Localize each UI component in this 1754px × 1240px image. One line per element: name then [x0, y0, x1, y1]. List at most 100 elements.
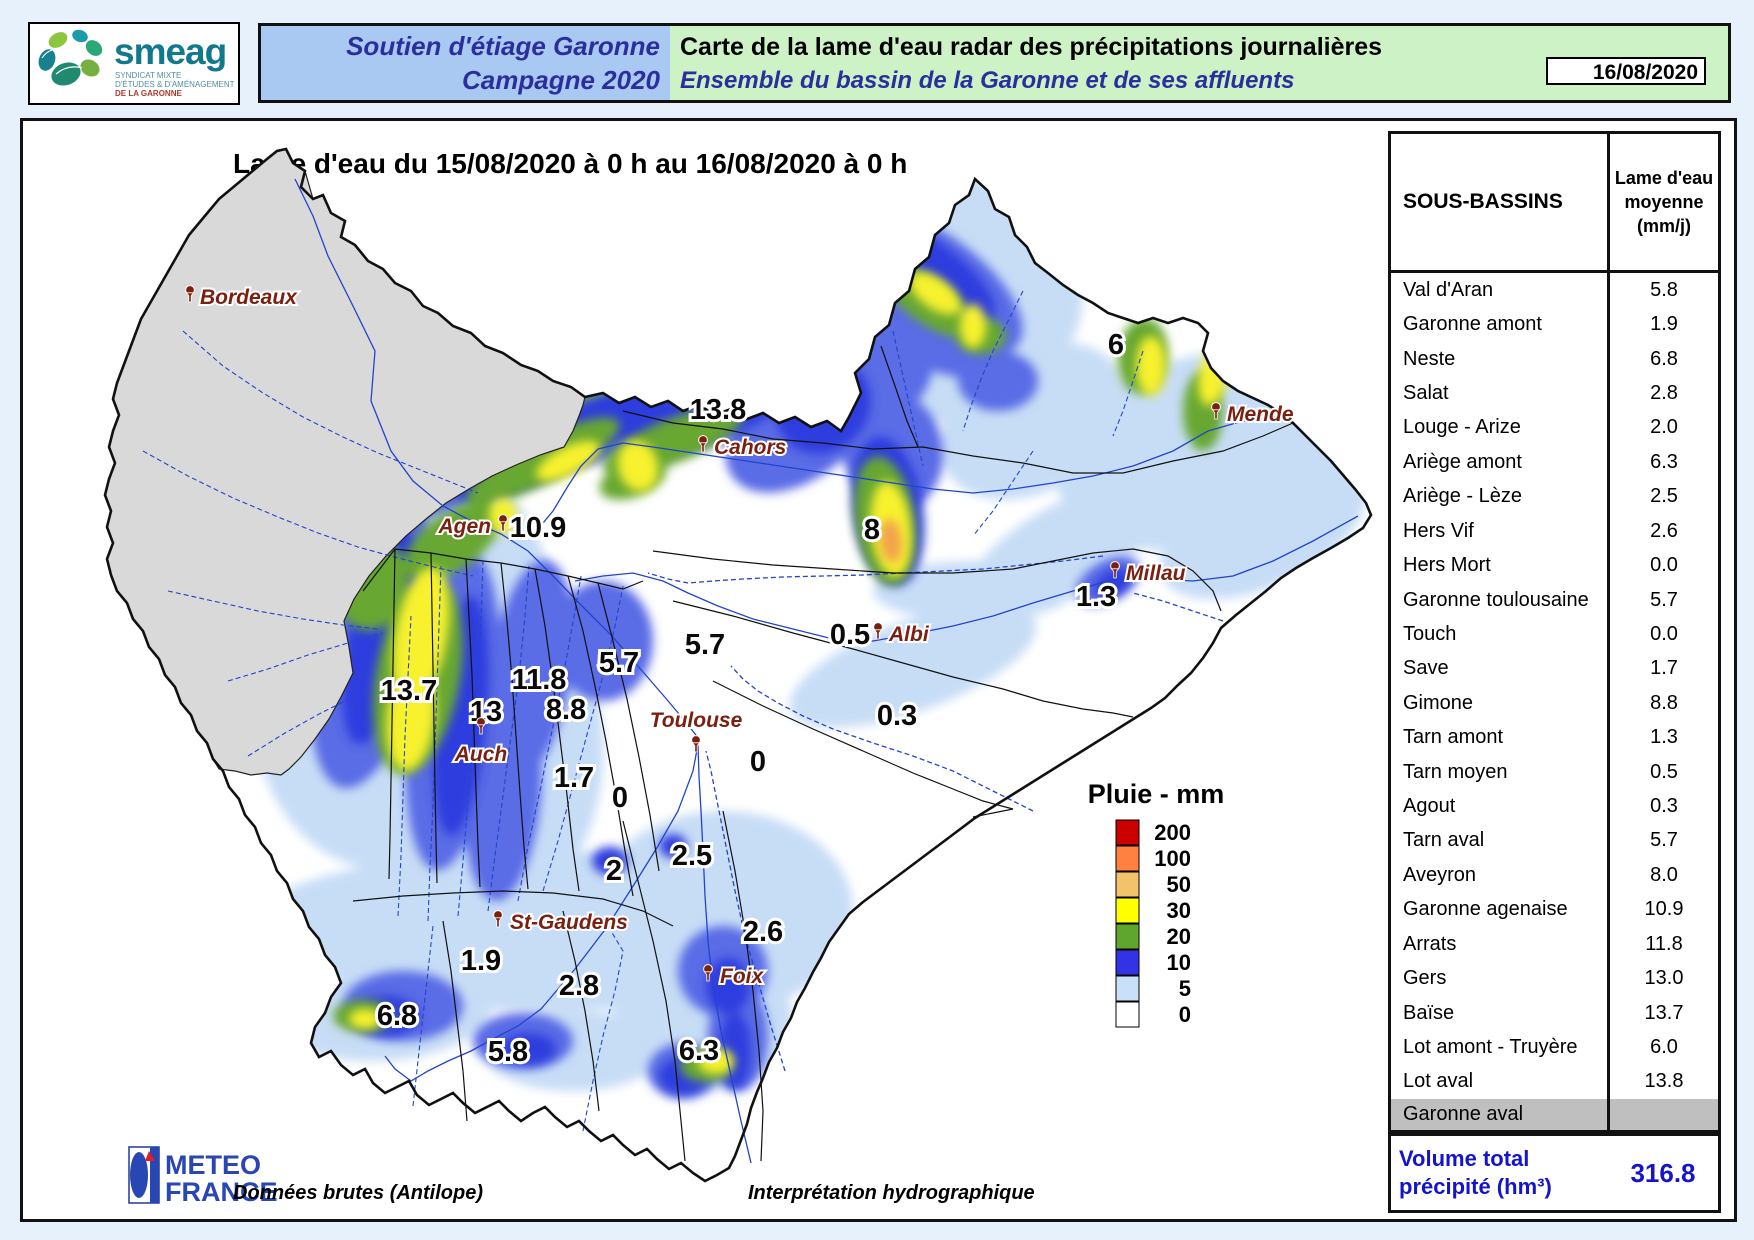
subbasin-value: 5.8 [1650, 278, 1678, 301]
table-row[interactable]: Louge - Arize 2.0 [1391, 410, 1718, 446]
table-row[interactable]: Gers 13.0 [1391, 961, 1718, 996]
total-volume-label: Volume total précipité (hm³) [1391, 1145, 1608, 1201]
table-row[interactable]: Lot amont - Truyère 6.0 [1391, 1030, 1718, 1065]
subbasin-value: 6.0 [1650, 1035, 1678, 1058]
header-right-cell: Carte de la lame d'eau radar des précipi… [670, 26, 1728, 100]
table-row[interactable]: Touch 0.0 [1391, 617, 1718, 652]
subbasin-value: 13.0 [1644, 967, 1684, 990]
legend-swatch-30 [1115, 897, 1140, 924]
col-header-lame-eau: Lame d'eau moyenne (mm/j) [1610, 134, 1718, 270]
subbasin-value: 5.7 [1650, 588, 1678, 611]
subbasin-value: 11.8 [1645, 932, 1683, 955]
subbasin-value: 2.6 [1650, 519, 1678, 542]
table-row[interactable]: Gimone 8.8 [1391, 686, 1718, 721]
subbasin-name: Garonne agenaise [1391, 892, 1610, 928]
smeag-logo: smeag SYNDICAT MIXTE D'ÉTUDES & D'AMÉNAG… [28, 22, 240, 105]
city-marker-mende: Mende [1211, 401, 1296, 428]
subbasin-name: Gimone [1391, 686, 1610, 721]
table-row[interactable]: Val d'Aran 5.8 [1391, 273, 1718, 308]
map-cities: Bordeaux Agen Cahors Mende Millau Albi Toulous… [185, 284, 1296, 990]
subbasin-value: 6.3 [1650, 450, 1678, 473]
header-title-band: Soutien d'étiage Garonne Campagne 2020 C… [258, 23, 1731, 103]
table-row[interactable]: Agout 0.3 [1391, 789, 1718, 824]
city-label: Mende [1227, 403, 1294, 426]
subbasin-value: 2.8 [1650, 381, 1678, 404]
table-row[interactable]: Garonne amont 1.9 [1391, 307, 1718, 342]
subbasin-value: 8.8 [1650, 691, 1678, 714]
subbasin-value: 0.0 [1650, 622, 1678, 645]
table-row[interactable]: Garonne agenaise 10.9 [1391, 892, 1718, 928]
table-row[interactable]: Tarn aval 5.7 [1391, 823, 1718, 859]
table-row[interactable]: Aveyron 8.0 [1391, 858, 1718, 893]
table-row[interactable]: Ariège - Lèze 2.5 [1391, 479, 1718, 514]
subbasin-value: 2.5 [1650, 485, 1678, 508]
table-row[interactable]: Ariège amont 6.3 [1391, 445, 1718, 480]
table-header: SOUS-BASSINS Lame d'eau moyenne (mm/j) [1391, 134, 1718, 273]
subbasin-name: Aveyron [1391, 858, 1610, 893]
city-label: Foix [720, 965, 764, 988]
subbasin-name: Baïse [1391, 995, 1610, 1031]
legend-label: 5 [1179, 976, 1191, 1001]
legend-label: 100 [1154, 846, 1191, 871]
subbasin-name: Garonne aval [1391, 1099, 1610, 1130]
subbasin-value: 1.7 [1650, 657, 1678, 680]
map-value-label: 5.8 [488, 1036, 528, 1068]
table-row-disabled: Garonne aval [1391, 1099, 1718, 1130]
table-row[interactable]: Neste 6.8 [1391, 341, 1718, 377]
map-value-label: 5.7 [599, 647, 639, 679]
col-header-subbasins: SOUS-BASSINS [1391, 134, 1610, 270]
city-marker-millau: Millau [1110, 560, 1188, 587]
pushpin-icon [873, 622, 883, 640]
subbasin-value: 13.7 [1644, 1001, 1684, 1024]
date-field[interactable]: 16/08/2020 [1546, 57, 1706, 85]
subbasin-name: Tarn moyen [1391, 754, 1610, 790]
map-value-label: 13.7 [381, 675, 437, 707]
subbasin-value: 0.0 [1650, 554, 1678, 577]
table-row[interactable]: Tarn moyen 0.5 [1391, 754, 1718, 790]
city-marker-toulouse: Toulouse [648, 707, 745, 753]
map-value-label: 1.9 [461, 945, 501, 977]
legend-label: 10 [1167, 950, 1191, 975]
map-value-label: 6.8 [377, 1000, 417, 1032]
city-marker-albi: Albi [873, 621, 932, 648]
table-row[interactable]: Save 1.7 [1391, 651, 1718, 687]
subbasin-name: Lot aval [1391, 1064, 1610, 1100]
subbasin-boundaries [352, 345, 1294, 1162]
subbasin-name: Hers Vif [1391, 513, 1610, 549]
map-value-label: 2.5 [672, 840, 712, 872]
map-value-label: 0.3 [877, 700, 917, 732]
city-marker-bordeaux: Bordeaux [185, 284, 300, 311]
subbasin-name: Hers Mort [1391, 548, 1610, 583]
subbasin-name: Neste [1391, 341, 1610, 377]
table-row[interactable]: Hers Vif 2.6 [1391, 513, 1718, 549]
table-row[interactable]: Lot aval 13.8 [1391, 1064, 1718, 1100]
legend-swatch-100 [1115, 845, 1140, 872]
legend-swatch-200 [1115, 819, 1140, 846]
subbasin-value: 0.5 [1650, 760, 1678, 783]
table-row[interactable]: Tarn amont 1.3 [1391, 720, 1718, 755]
map-value-label: 8 [864, 514, 880, 546]
table-row[interactable]: Garonne toulousaine 5.7 [1391, 582, 1718, 618]
city-marker-st-gaudens: St-Gaudens [493, 909, 630, 936]
table-row[interactable]: Hers Mort 0.0 [1391, 548, 1718, 583]
map-value-label: 11.8 [512, 664, 567, 696]
legend-swatch-20 [1115, 923, 1140, 950]
table-row[interactable]: Arrats 11.8 [1391, 927, 1718, 962]
subbasin-value: 0.3 [1650, 795, 1678, 818]
table-row[interactable]: Salat 2.8 [1391, 376, 1718, 411]
hydro-interpretation-note: Interprétation hydrographique [748, 1182, 1035, 1204]
subbasin-name: Garonne amont [1391, 307, 1610, 342]
campaign-year: Campagne 2020 [462, 65, 660, 95]
legend-title: Pluie - mm [1088, 779, 1225, 809]
content-box: Lame d'eau du 15/08/2020 à 0 h au 16/08/… [20, 118, 1737, 1222]
subbasin-name: Louge - Arize [1391, 410, 1610, 446]
map-value-label: 10.9 [510, 512, 566, 544]
subbasin-name: Arrats [1391, 927, 1610, 962]
legend-label: 200 [1154, 820, 1191, 845]
smeag-tagline1: SYNDICAT MIXTE [115, 71, 181, 80]
table-row[interactable]: Baïse 13.7 [1391, 995, 1718, 1031]
basin-map: Lame d'eau du 15/08/2020 à 0 h au 16/08/… [103, 147, 1373, 1207]
subbasins-table: SOUS-BASSINS Lame d'eau moyenne (mm/j) V… [1388, 131, 1721, 1133]
